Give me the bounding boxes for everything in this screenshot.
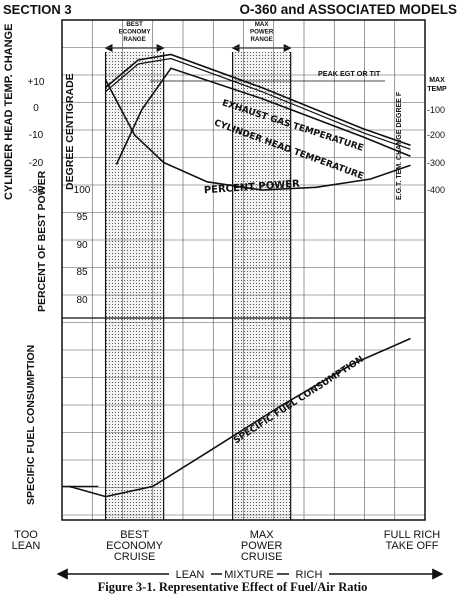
x-label: BEST [120, 529, 149, 541]
power-tick: 95 [76, 212, 88, 223]
cht-curve [115, 67, 411, 165]
egt-tick: -200 [427, 130, 445, 140]
egt-curve [105, 53, 411, 147]
band-label: POWER [250, 29, 274, 36]
power-tick: 80 [76, 295, 88, 306]
x-label: MAX [250, 529, 275, 541]
band-label: MAX [255, 21, 270, 28]
page-title: O-360 and ASSOCIATED MODELS [239, 2, 457, 17]
band-label: ECONOMY [119, 29, 152, 36]
band-0 [105, 52, 164, 520]
mixture-mixture: MIXTURE [224, 569, 274, 581]
power-tick: 85 [76, 267, 88, 278]
egt-tick: -100 [427, 105, 445, 115]
x-label: POWER [241, 540, 283, 552]
cht-tick: 0 [33, 103, 39, 114]
x-label: LEAN [12, 540, 41, 552]
cht-tick: -10 [29, 130, 44, 141]
x-label: CRUISE [114, 551, 156, 563]
sfc-curve [69, 337, 411, 498]
cht-tick: +10 [28, 77, 45, 88]
egt-tick: -300 [427, 158, 445, 168]
mixture-lean: LEAN [176, 569, 205, 581]
egt-axis-title: E.G.T. TEM. CHANGE DEGREE F [396, 91, 403, 200]
cht-axis-title: CYLINDER HEAD TEMP. CHANGE [3, 24, 15, 200]
mixture-rich: RICH [296, 569, 323, 581]
cht-unit-title: DEGREE CENTIGRADE [64, 73, 76, 190]
band-label: RANGE [250, 36, 272, 43]
mixture-label-bg [222, 566, 277, 580]
egt-curve-outline [105, 57, 411, 150]
power-tick: 90 [76, 240, 88, 251]
band-label: BEST [126, 21, 143, 28]
x-label: ECONOMY [106, 540, 164, 552]
cht-tick: -20 [29, 158, 44, 169]
mixture-label-bg [289, 566, 329, 580]
max-temp-label: TEMP [427, 86, 447, 93]
egt-tick: -400 [427, 185, 445, 195]
mixture-label-bg [169, 566, 211, 580]
band-label: RANGE [123, 36, 145, 43]
power-tick: 100 [74, 185, 91, 196]
sfc-axis-title: SPECIFIC FUEL CONSUMPTION [25, 345, 37, 505]
x-label: FULL RICH [384, 529, 440, 541]
max-temp-label: MAX [429, 77, 445, 84]
section-label: SECTION 3 [3, 2, 72, 17]
x-label: TAKE OFF [386, 540, 439, 552]
peak-label: PEAK EGT OR TIT [318, 69, 381, 78]
x-label: CRUISE [241, 551, 283, 563]
plot-frame [61, 19, 426, 521]
x-label: TOO [14, 529, 38, 541]
figure-caption: Figure 3-1. Representative Effect of Fue… [97, 580, 368, 594]
power-curve [104, 79, 411, 191]
power-axis-title: PERCENT OF BEST POWER [36, 170, 48, 312]
cht-tick: -30 [29, 185, 44, 196]
